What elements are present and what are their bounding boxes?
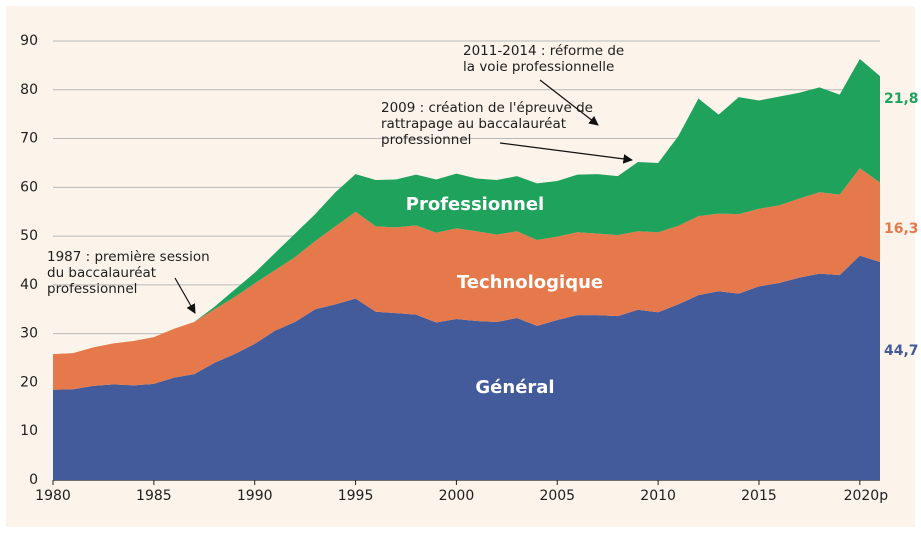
annotation: rattrapage au baccalauréat — [381, 116, 566, 132]
y-tick-label: 90 — [20, 33, 38, 49]
x-tick-label: 2020p — [844, 488, 889, 504]
value-label: 21,8 — [884, 91, 919, 107]
x-tick-label: 1995 — [338, 488, 374, 504]
annotation: la voie professionnelle — [463, 59, 614, 75]
annotation-arrow — [499, 142, 633, 164]
series-label: Professionnel — [406, 194, 544, 215]
annotation-arrow — [539, 79, 599, 126]
y-tick-label: 0 — [29, 472, 38, 488]
y-tick-label: 50 — [20, 228, 38, 244]
x-tick-label: 2010 — [640, 488, 676, 504]
x-tick-label: 2015 — [741, 488, 777, 504]
y-tick-label: 70 — [20, 131, 38, 147]
value-label: 16,3 — [884, 221, 919, 237]
area — [53, 255, 880, 480]
annotation: du baccalauréat — [47, 265, 156, 281]
annotation-arrow — [174, 277, 196, 314]
annotation: 2009 : création de l'épreuve de — [381, 100, 593, 116]
y-tick-label: 80 — [20, 82, 38, 98]
annotation: professionnel — [47, 281, 137, 297]
x-tick-label: 2000 — [439, 488, 475, 504]
y-tick-label: 10 — [20, 423, 38, 439]
y-tick-label: 40 — [20, 277, 38, 293]
annotation: professionnel — [381, 132, 471, 148]
y-tick-label: 20 — [20, 374, 38, 390]
y-tick-label: 60 — [20, 179, 38, 195]
annotation: 1987 : première session — [47, 249, 210, 265]
y-tick-label: 30 — [20, 326, 38, 342]
x-tick-label: 1985 — [136, 488, 172, 504]
series-label: Général — [475, 377, 554, 398]
x-tick-label: 2005 — [539, 488, 575, 504]
x-tick-label: 1980 — [35, 488, 71, 504]
annotation: 2011-2014 : réforme de — [463, 43, 624, 59]
area — [53, 168, 880, 390]
area — [194, 59, 880, 322]
x-tick-label: 1990 — [237, 488, 273, 504]
series-label: Technologique — [457, 272, 603, 293]
value-label: 44,7 — [884, 343, 919, 359]
